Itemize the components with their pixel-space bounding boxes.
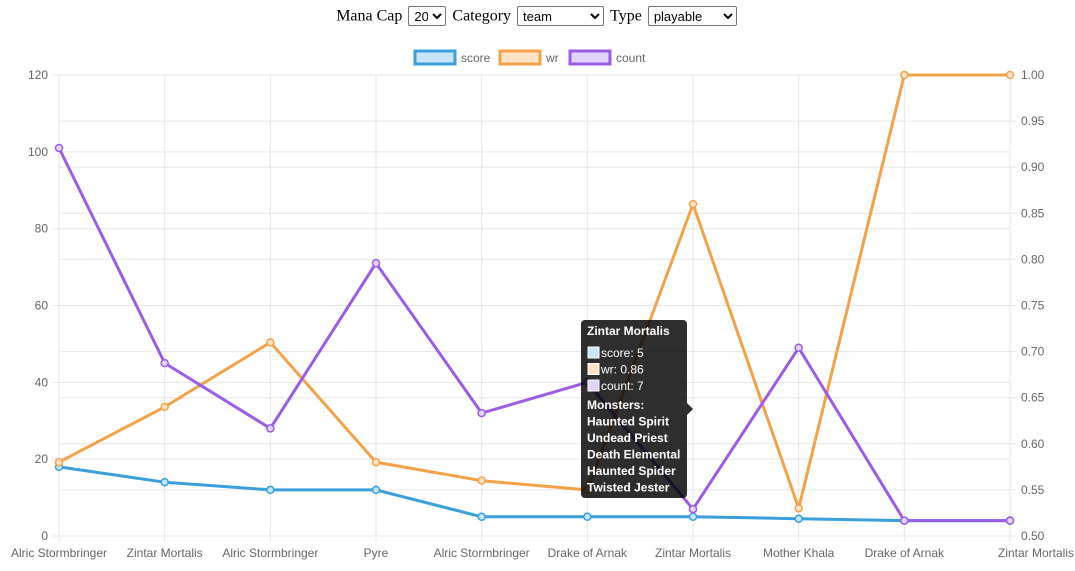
legend-swatch-score <box>413 49 457 66</box>
wr-point <box>900 70 909 80</box>
category-label: Category <box>452 7 512 25</box>
x-tick-label: Alric Stormbringer <box>434 546 530 560</box>
y-left-tick-label: 100 <box>28 145 48 159</box>
wr-point <box>54 457 64 467</box>
y-right-tick-label: 0.95 <box>1021 114 1045 128</box>
y-right-tick-label: 0.60 <box>1021 437 1045 451</box>
legend: score wr count <box>413 49 646 66</box>
y-left-tick-label: 20 <box>35 452 49 466</box>
y-right-tick-label: 0.55 <box>1021 483 1045 497</box>
count-point <box>900 516 909 525</box>
x-tick-label: Zintar Mortalis <box>998 546 1074 560</box>
x-tick-label: Alric Stormbringer <box>11 546 107 560</box>
tooltip-line-count: count: 7 <box>601 379 644 393</box>
tooltip-caret <box>687 403 693 415</box>
tooltip-monster: Twisted Jester <box>587 481 670 495</box>
legend-label-wr: wr <box>545 51 559 65</box>
score-point <box>371 485 381 495</box>
series-score <box>54 462 1015 525</box>
wr-line <box>57 73 1012 510</box>
x-tick-label: Zintar Mortalis <box>127 546 203 560</box>
legend-swatch-wr <box>498 49 542 66</box>
tooltip-monster: Undead Priest <box>587 431 668 445</box>
y-right-tick-label: 0.70 <box>1021 345 1045 359</box>
score-point <box>794 514 803 523</box>
y-left-tick-label: 80 <box>35 222 49 236</box>
y-right-tick-label: 0.80 <box>1021 252 1045 266</box>
tooltip-swatch-count <box>587 379 600 392</box>
count-point <box>266 424 275 433</box>
score-point <box>160 477 169 487</box>
count-point <box>794 343 803 353</box>
legend-label-count: count <box>616 51 646 65</box>
wr-point <box>688 199 698 209</box>
x-tick-label: Pyre <box>364 546 389 560</box>
score-point <box>477 512 486 522</box>
legend-label-score: score <box>461 51 491 65</box>
tooltip-line-wr: wr: 0.86 <box>600 363 644 377</box>
count-point <box>371 258 381 268</box>
count-point <box>160 358 169 368</box>
x-tick-label: Drake of Arnak <box>548 546 628 560</box>
count-point <box>688 504 698 514</box>
tooltip-monster: Haunted Spirit <box>587 415 669 429</box>
tooltip-swatch-score <box>587 346 600 359</box>
tooltip-line-score: score: 5 <box>601 346 644 360</box>
score-point <box>266 485 275 495</box>
wr-point <box>477 476 486 485</box>
x-tick-label: Mother Khala <box>763 546 835 560</box>
x-tick-label: Alric Stormbringer <box>222 546 318 560</box>
wr-point <box>1005 70 1015 80</box>
wr-point <box>371 457 381 467</box>
count-line <box>57 146 1012 523</box>
y-left-tick-label: 120 <box>28 68 48 82</box>
tooltip-monster: Haunted Spider <box>587 464 676 478</box>
tooltip-box <box>581 320 687 498</box>
y-left-tick-label: 60 <box>35 299 49 313</box>
grid <box>53 74 1016 542</box>
count-point <box>54 143 64 153</box>
mana-cap-select[interactable]: 20 <box>408 6 447 27</box>
y-right-tick-label: 0.90 <box>1021 160 1045 174</box>
score-line <box>57 465 1012 523</box>
category-select[interactable]: team <box>517 6 605 27</box>
mana-cap-label: Mana Cap <box>336 7 403 25</box>
score-point <box>583 512 592 522</box>
type-label: Type <box>610 7 642 25</box>
y-right-tick-label: 1.00 <box>1021 68 1045 82</box>
tooltip-title: Zintar Mortalis <box>587 324 670 338</box>
wr-point <box>160 402 169 412</box>
tooltip: Zintar Mortalis score: 5 wr: 0.86 count: 7 M… <box>581 320 693 498</box>
y-left-tick-label: 0 <box>41 529 48 543</box>
y-right-tick-label: 0.85 <box>1021 206 1045 220</box>
y-left-tick-label: 40 <box>35 375 49 389</box>
x-tick-label: Drake of Arnak <box>865 546 945 560</box>
wr-point <box>266 338 275 347</box>
tooltip-swatch-wr <box>587 363 600 375</box>
tooltip-monster: Death Elemental <box>587 448 680 462</box>
score-point <box>688 512 698 522</box>
filter-controls: Mana Cap 20 Category team Type playable <box>0 5 1075 27</box>
count-point <box>477 408 486 418</box>
legend-swatch-count <box>568 49 612 66</box>
x-tick-label: Zintar Mortalis <box>655 546 731 560</box>
y-right-tick-label: 0.65 <box>1021 391 1045 405</box>
type-select[interactable]: playable <box>647 6 737 27</box>
count-point <box>1005 516 1015 525</box>
y-right-tick-label: 0.75 <box>1021 299 1045 313</box>
wr-point <box>794 504 803 513</box>
series-count <box>54 143 1015 525</box>
tooltip-monsters-header: Monsters: <box>587 398 644 412</box>
series-wr <box>54 70 1015 513</box>
y-right-tick-label: 0.50 <box>1021 529 1045 543</box>
